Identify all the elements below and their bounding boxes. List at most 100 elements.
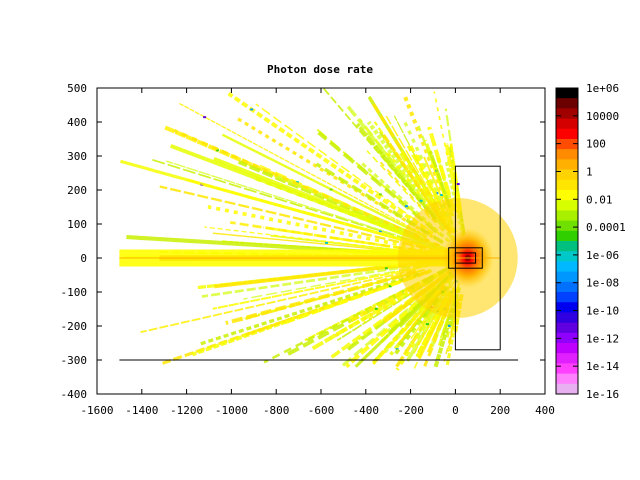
dose-speckle — [388, 285, 392, 288]
x-tick-label: 0 — [452, 404, 459, 417]
colorbar-segment — [556, 241, 578, 252]
x-tick-label: -800 — [263, 404, 290, 417]
dose-streak — [198, 272, 420, 346]
colorbar-segment — [556, 261, 578, 273]
chart-title: Photon dose rate — [267, 63, 373, 76]
colorbar-segment — [556, 220, 578, 232]
dose-streak — [406, 145, 448, 218]
dose-streak — [443, 315, 456, 362]
colorbar-segment — [556, 312, 578, 324]
dose-streak — [366, 150, 431, 219]
colorbar-segment — [556, 149, 578, 160]
dose-streak — [440, 308, 453, 341]
colorbar-segment — [556, 322, 578, 334]
y-tick-label: 200 — [67, 184, 87, 197]
dose-streak — [187, 178, 431, 249]
dose-streak — [427, 126, 456, 212]
dose-streak — [428, 150, 452, 208]
colorbar-label: 1e-16 — [586, 388, 619, 401]
colorbar-label: 0.01 — [586, 193, 613, 206]
dose-speckle — [384, 267, 388, 270]
dose-speckle — [378, 230, 382, 233]
y-tick-label: 500 — [67, 82, 87, 95]
dose-streak — [201, 261, 434, 298]
colorbar-segment — [556, 251, 578, 262]
dose-streak — [355, 122, 437, 221]
dose-speckle — [203, 116, 207, 119]
colorbar-label: 1e-14 — [586, 360, 619, 373]
dose-streak — [235, 116, 434, 239]
colorbar-segment — [556, 210, 578, 222]
dose-streak — [140, 269, 416, 334]
dose-streak — [243, 270, 421, 320]
x-tick-label: -1200 — [170, 404, 203, 417]
dose-streak — [255, 103, 430, 231]
dose-speckle — [435, 192, 439, 195]
colorbar-label: 1 — [586, 165, 593, 178]
dose-speckle — [419, 199, 423, 202]
colorbar: 1e+06 10000 100 1 0.01 0.0001 1e-06 1e-08 1e-10 1… — [555, 82, 626, 401]
dose-streak — [286, 266, 450, 357]
x-axis: -1600 -1400 -1200 -1000 -800 -600 -400 -200 0 200… — [80, 88, 555, 417]
colorbar-segment — [556, 281, 578, 293]
x-tick-label: -1400 — [125, 404, 158, 417]
dose-streak — [280, 275, 414, 326]
colorbar-segment — [556, 230, 578, 242]
dose-streak — [275, 174, 430, 243]
dose-streak — [227, 92, 434, 236]
colorbar-segment — [556, 271, 578, 283]
colorbar-label: 1e+06 — [586, 82, 619, 95]
dose-streak — [387, 276, 449, 334]
y-axis: -400 -300 -200 -100 0 100 200 300 400 500 — [61, 82, 545, 401]
dose-streak — [159, 185, 441, 253]
y-tick-label: 100 — [67, 218, 87, 231]
y-tick-label: -400 — [61, 388, 88, 401]
dose-streak — [256, 163, 427, 240]
dose-speckle — [440, 193, 444, 196]
colorbar-segment — [556, 159, 578, 171]
dose-streak — [221, 133, 428, 239]
colorbar-label: 1e-10 — [586, 305, 619, 318]
y-tick-label: 300 — [67, 150, 87, 163]
colorbar-label: 0.0001 — [586, 221, 626, 234]
dose-streak — [436, 157, 454, 208]
dose-speckle — [215, 149, 219, 152]
colorbar-segment — [556, 343, 578, 354]
x-tick-label: 400 — [535, 404, 555, 417]
x-tick-label: -1600 — [80, 404, 113, 417]
dose-streak — [225, 269, 417, 326]
colorbar-segment — [556, 200, 578, 211]
shield-box — [448, 247, 483, 269]
x-tick-label: -600 — [308, 404, 335, 417]
y-tick-label: 400 — [67, 116, 87, 129]
x-tick-label: -200 — [397, 404, 424, 417]
colorbar-segment — [556, 88, 578, 99]
colorbar-label: 100 — [586, 138, 606, 151]
dose-streak — [179, 102, 428, 237]
y-tick-label: -300 — [61, 354, 88, 367]
colorbar-segment — [556, 373, 578, 385]
dose-field — [119, 88, 518, 371]
dose-streak — [149, 158, 441, 251]
dose-speckle — [295, 181, 299, 184]
colorbar-label: 1e-06 — [586, 249, 619, 262]
dose-speckle — [448, 324, 452, 327]
dose-streak — [423, 295, 455, 367]
colorbar-segment — [556, 118, 578, 130]
y-tick-label: -100 — [61, 286, 88, 299]
y-tick-label: -200 — [61, 320, 88, 333]
colorbar-segment — [556, 108, 578, 120]
inner-box — [454, 252, 477, 264]
colorbar-segment — [556, 332, 578, 344]
y-tick-label: 0 — [80, 252, 87, 265]
colorbar-segment — [556, 292, 578, 303]
colorbar-label: 1e-08 — [586, 277, 619, 290]
dose-speckle — [425, 323, 429, 326]
dose-streak — [229, 221, 416, 252]
x-tick-label: 200 — [490, 404, 510, 417]
colorbar-label: 1e-12 — [586, 332, 619, 345]
colorbar-segment — [556, 98, 578, 109]
dose-streak — [173, 128, 441, 248]
colorbar-segment — [556, 169, 578, 181]
